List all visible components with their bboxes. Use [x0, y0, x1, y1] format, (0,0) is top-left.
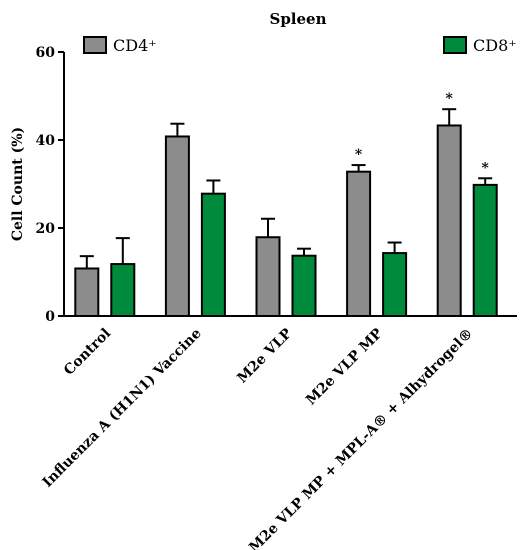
bar	[255, 236, 281, 318]
legend: CD4⁺ CD8⁺	[83, 36, 517, 55]
x-category-label: Influenza A (H1N1) Vaccine	[40, 325, 205, 490]
bar	[291, 254, 317, 317]
legend-label: CD4⁺	[113, 36, 157, 55]
x-category-label: M2e VLP	[234, 325, 295, 386]
bar	[200, 192, 226, 317]
bars-group: * * *	[74, 91, 498, 318]
bar	[74, 267, 100, 318]
x-category-label: M2e VLP MP	[303, 325, 386, 408]
y-tick-label: 60	[36, 45, 56, 61]
legend-swatch	[443, 36, 467, 54]
legend-swatch	[83, 36, 107, 54]
bar	[164, 135, 190, 317]
chart-title: Spleen	[269, 10, 326, 28]
bar	[382, 252, 408, 317]
significance-marker: *	[482, 160, 490, 176]
bar	[346, 170, 372, 317]
y-ticks-group: 0 20 40 60	[36, 45, 64, 325]
significance-marker: *	[446, 91, 454, 107]
legend-label: CD8⁺	[473, 36, 517, 55]
y-axis-label: Cell Count (%)	[10, 127, 26, 241]
bar	[436, 124, 462, 318]
x-category-label: Control	[61, 326, 114, 379]
y-tick-label: 40	[36, 133, 56, 149]
bar	[472, 183, 498, 317]
y-tick-label: 20	[36, 221, 56, 237]
significance-marker: *	[355, 147, 363, 163]
bar	[110, 263, 136, 317]
y-tick-label: 0	[45, 309, 55, 325]
